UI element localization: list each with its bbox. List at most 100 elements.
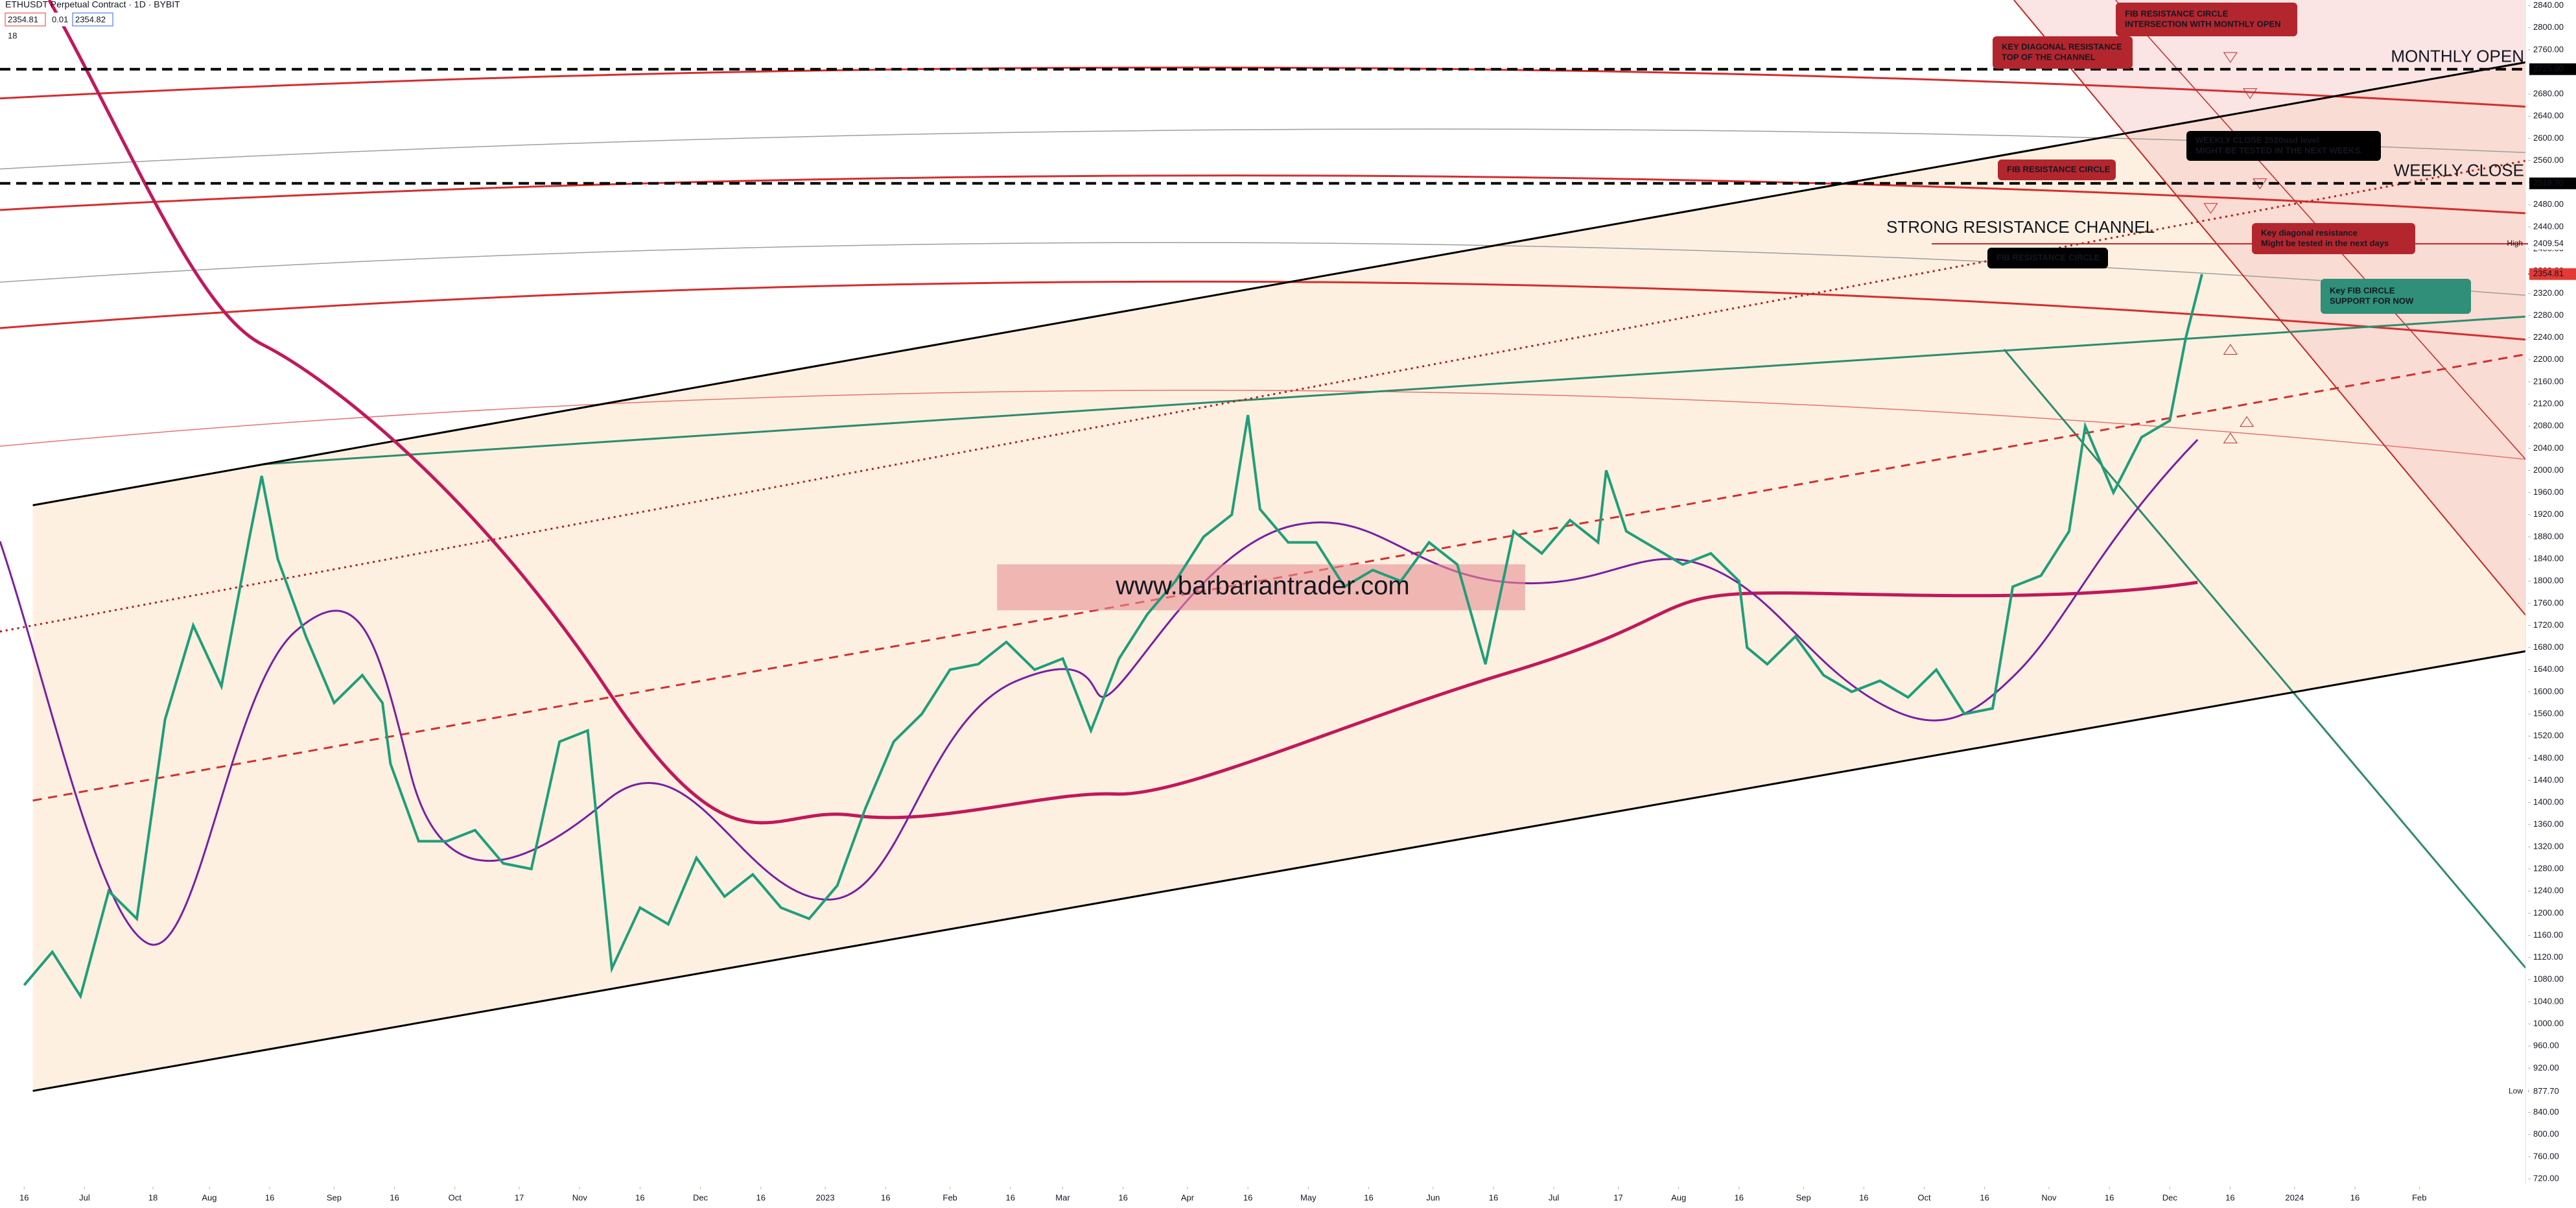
x-tick-label: 16 xyxy=(265,1192,274,1202)
y-tick-label: 1160.00 xyxy=(2533,930,2563,940)
y-tick-label: 1000.00 xyxy=(2533,1018,2564,1028)
diagonal xyxy=(2004,349,2526,968)
annotation-text: TOP OF THE CHANNEL xyxy=(2002,52,2096,62)
fib-circle xyxy=(0,243,2525,295)
x-tick-label: Dec xyxy=(2162,1192,2178,1202)
y-tick-label: 2680.00 xyxy=(2533,89,2564,99)
level-name: High xyxy=(2507,239,2523,248)
drawings xyxy=(0,0,2525,1185)
x-tick-label: Oct xyxy=(1917,1192,1931,1202)
symbol: ETHUSDT Perpetual Contract · 1D · BYBIT xyxy=(5,0,180,10)
channel-title: STRONG RESISTANCE CHANNEL xyxy=(1886,217,2155,237)
y-tick-label: 1640.00 xyxy=(2533,664,2564,674)
price-tag-label: 2725.00 xyxy=(2533,64,2564,73)
annotation-text: INTERSECTION WITH MONTHLY OPEN xyxy=(2125,19,2281,29)
x-tick-label: Dec xyxy=(693,1192,708,1202)
price-tag xyxy=(2529,63,2576,75)
price-tag-label: 877.70 xyxy=(2533,1086,2559,1096)
y-tick-label: 1680.00 xyxy=(2533,642,2564,652)
y-tick-label: 2480.00 xyxy=(2533,199,2564,209)
x-tick-label: 16 xyxy=(390,1192,399,1202)
x-tick-label: Jun xyxy=(1426,1192,1440,1202)
channel-top xyxy=(33,62,2526,505)
y-tick-label: 2120.00 xyxy=(2533,399,2564,409)
diagonal xyxy=(2014,0,2525,615)
annotation-text: Might be tested in the next days xyxy=(2261,238,2389,248)
y-tick-label: 1040.00 xyxy=(2533,996,2564,1006)
y-tick-label: 1240.00 xyxy=(2533,886,2564,895)
moving-average xyxy=(49,0,2197,823)
y-tick-label: 1720.00 xyxy=(2533,620,2564,630)
y-tick-label: 1400.00 xyxy=(2533,797,2564,807)
y-tick-label: 1440.00 xyxy=(2533,775,2564,785)
annotation-text: MIGHT BE TESTED IN THE NEXT WEEKS. xyxy=(2195,145,2363,155)
y-tick-label: 1360.00 xyxy=(2533,819,2564,829)
x-tick-label: 16 xyxy=(756,1192,765,1202)
annotation-text: WEEKLY CLOSE 2520usd level xyxy=(2195,135,2319,145)
y-tick-label: 1840.00 xyxy=(2533,554,2564,563)
y-tick-label: 2760.00 xyxy=(2533,44,2564,54)
x-tick-label: Jul xyxy=(79,1192,90,1202)
y-tick-label: 1280.00 xyxy=(2533,864,2564,873)
y-tick-label: 1760.00 xyxy=(2533,598,2564,608)
level-name: Low xyxy=(2509,1087,2523,1096)
watermark-band xyxy=(997,564,1525,611)
fib-circle xyxy=(0,67,2525,106)
annotation-text: FIB RESISTANCE CIRCLE xyxy=(2125,8,2229,18)
price-tag xyxy=(2529,1085,2576,1098)
y-tick-label: 1880.00 xyxy=(2533,531,2564,541)
y-tick-label: 1600.00 xyxy=(2533,686,2564,696)
x-tick-label: Aug xyxy=(1671,1192,1686,1202)
y-tick-label: 1960.00 xyxy=(2533,487,2564,497)
y-tick-label: 920.00 xyxy=(2533,1063,2559,1072)
y-tick-label: 2160.00 xyxy=(2533,376,2564,386)
y-tick-label: 1920.00 xyxy=(2533,509,2564,519)
x-tick-label: Apr xyxy=(1181,1192,1195,1202)
y-tick-label: 720.00 xyxy=(2533,1173,2559,1183)
annotation-text: FIB RESISTANCE CIRCLE xyxy=(1996,252,2100,262)
y-tick-label: 840.00 xyxy=(2533,1107,2559,1117)
x-tick-label: 16 xyxy=(2350,1192,2359,1202)
indicator-label: 18 xyxy=(8,30,17,40)
x-tick-label: 16 xyxy=(1243,1192,1252,1202)
x-tick-label: Sep xyxy=(327,1192,342,1202)
x-tick-label: 16 xyxy=(1859,1192,1868,1202)
y-tick-label: 1520.00 xyxy=(2533,731,2564,740)
y-tick-label: 2280.00 xyxy=(2533,310,2564,320)
y-tick-label: 2440.00 xyxy=(2533,221,2564,231)
y-tick-label: 1320.00 xyxy=(2533,841,2564,851)
y-tick-label: 2600.00 xyxy=(2533,133,2564,143)
y-tick-label: 960.00 xyxy=(2533,1041,2559,1050)
price-box-label: 2354.82 xyxy=(75,14,106,24)
x-tick-label: Nov xyxy=(572,1192,588,1202)
y-tick-label: 1200.00 xyxy=(2533,908,2564,918)
price-box xyxy=(49,12,71,27)
annotation-box xyxy=(2321,279,2471,314)
x-tick-label: 17 xyxy=(515,1192,524,1202)
y-tick-label: 1120.00 xyxy=(2533,952,2563,962)
y-tick-label: 2000.00 xyxy=(2533,465,2564,475)
watermark: www.barbariantrader.com xyxy=(1115,572,1410,600)
arrows xyxy=(2204,53,2266,443)
fib-circle xyxy=(0,176,2525,213)
annotation-box xyxy=(2116,3,2297,36)
x-tick-label: 16 xyxy=(1735,1192,1744,1202)
annotation-box xyxy=(2186,131,2381,161)
price-tag-label: 2354.81 xyxy=(2533,268,2564,278)
annotation-box xyxy=(1987,248,2108,268)
annotation-text: SUPPORT FOR NOW xyxy=(2330,296,2414,305)
price-box-label: 2354.81 xyxy=(8,14,38,24)
channel-bottom xyxy=(33,651,2526,1091)
x-tick-label: Aug xyxy=(202,1192,217,1202)
annotation-text: Key FIB CIRCLE xyxy=(2330,285,2395,295)
x-tick-label: 2023 xyxy=(816,1192,835,1202)
y-tick-label: 2840.00 xyxy=(2533,0,2564,10)
x-tick-label: 16 xyxy=(2225,1192,2234,1202)
x-tick-label: 16 xyxy=(19,1192,29,1202)
y-tick-label: 1080.00 xyxy=(2533,974,2564,984)
price-tag xyxy=(2529,237,2576,250)
x-tick-label: 16 xyxy=(635,1192,644,1202)
x-tick-label: 18 xyxy=(148,1192,158,1202)
x-tick-label: Feb xyxy=(2412,1192,2426,1202)
